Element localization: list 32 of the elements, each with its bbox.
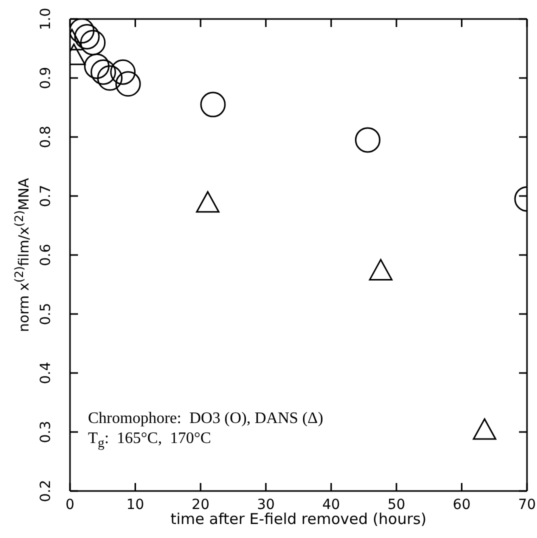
- x-tick-label: 40: [322, 496, 340, 513]
- point: [74, 24, 100, 50]
- point: [70, 19, 94, 44]
- x-tick-label: 50: [388, 496, 406, 513]
- annotation: T$_{g}$: 165°C, 170°C: [88, 430, 212, 452]
- point: [90, 59, 116, 85]
- point: [97, 65, 123, 91]
- x-tick-label: 70: [518, 496, 536, 513]
- annotation: Chromophore: DO3 (O), DANS (Δ): [88, 410, 324, 428]
- y-tick-label: 0.2: [38, 480, 54, 502]
- y-tick-label: 0.4: [38, 362, 54, 384]
- point: [369, 258, 393, 280]
- y-tick-label: 0.7: [38, 184, 54, 208]
- y-tick-label: 0.6: [38, 244, 54, 266]
- x-axis-title: time after E-field removed (hours): [170, 510, 427, 528]
- point: [472, 418, 496, 440]
- x-tick-label: 60: [452, 496, 471, 513]
- x-tick-label: 20: [192, 496, 210, 513]
- point: [80, 30, 106, 56]
- point: [200, 92, 226, 118]
- point: [110, 59, 136, 85]
- point: [354, 127, 380, 153]
- point: [84, 53, 110, 79]
- x-tick-label: 0: [66, 496, 74, 513]
- y-tick-label: 0.9: [38, 66, 54, 90]
- y-tick-label: 0.8: [38, 126, 54, 148]
- y-tick-label: 0.5: [38, 302, 54, 326]
- x-tick-label: 10: [126, 496, 144, 513]
- x-tick-label: 30: [256, 496, 275, 513]
- point: [115, 71, 141, 97]
- y-tick-label: 1.0: [38, 8, 54, 30]
- y-tick-label: 0.3: [38, 420, 54, 444]
